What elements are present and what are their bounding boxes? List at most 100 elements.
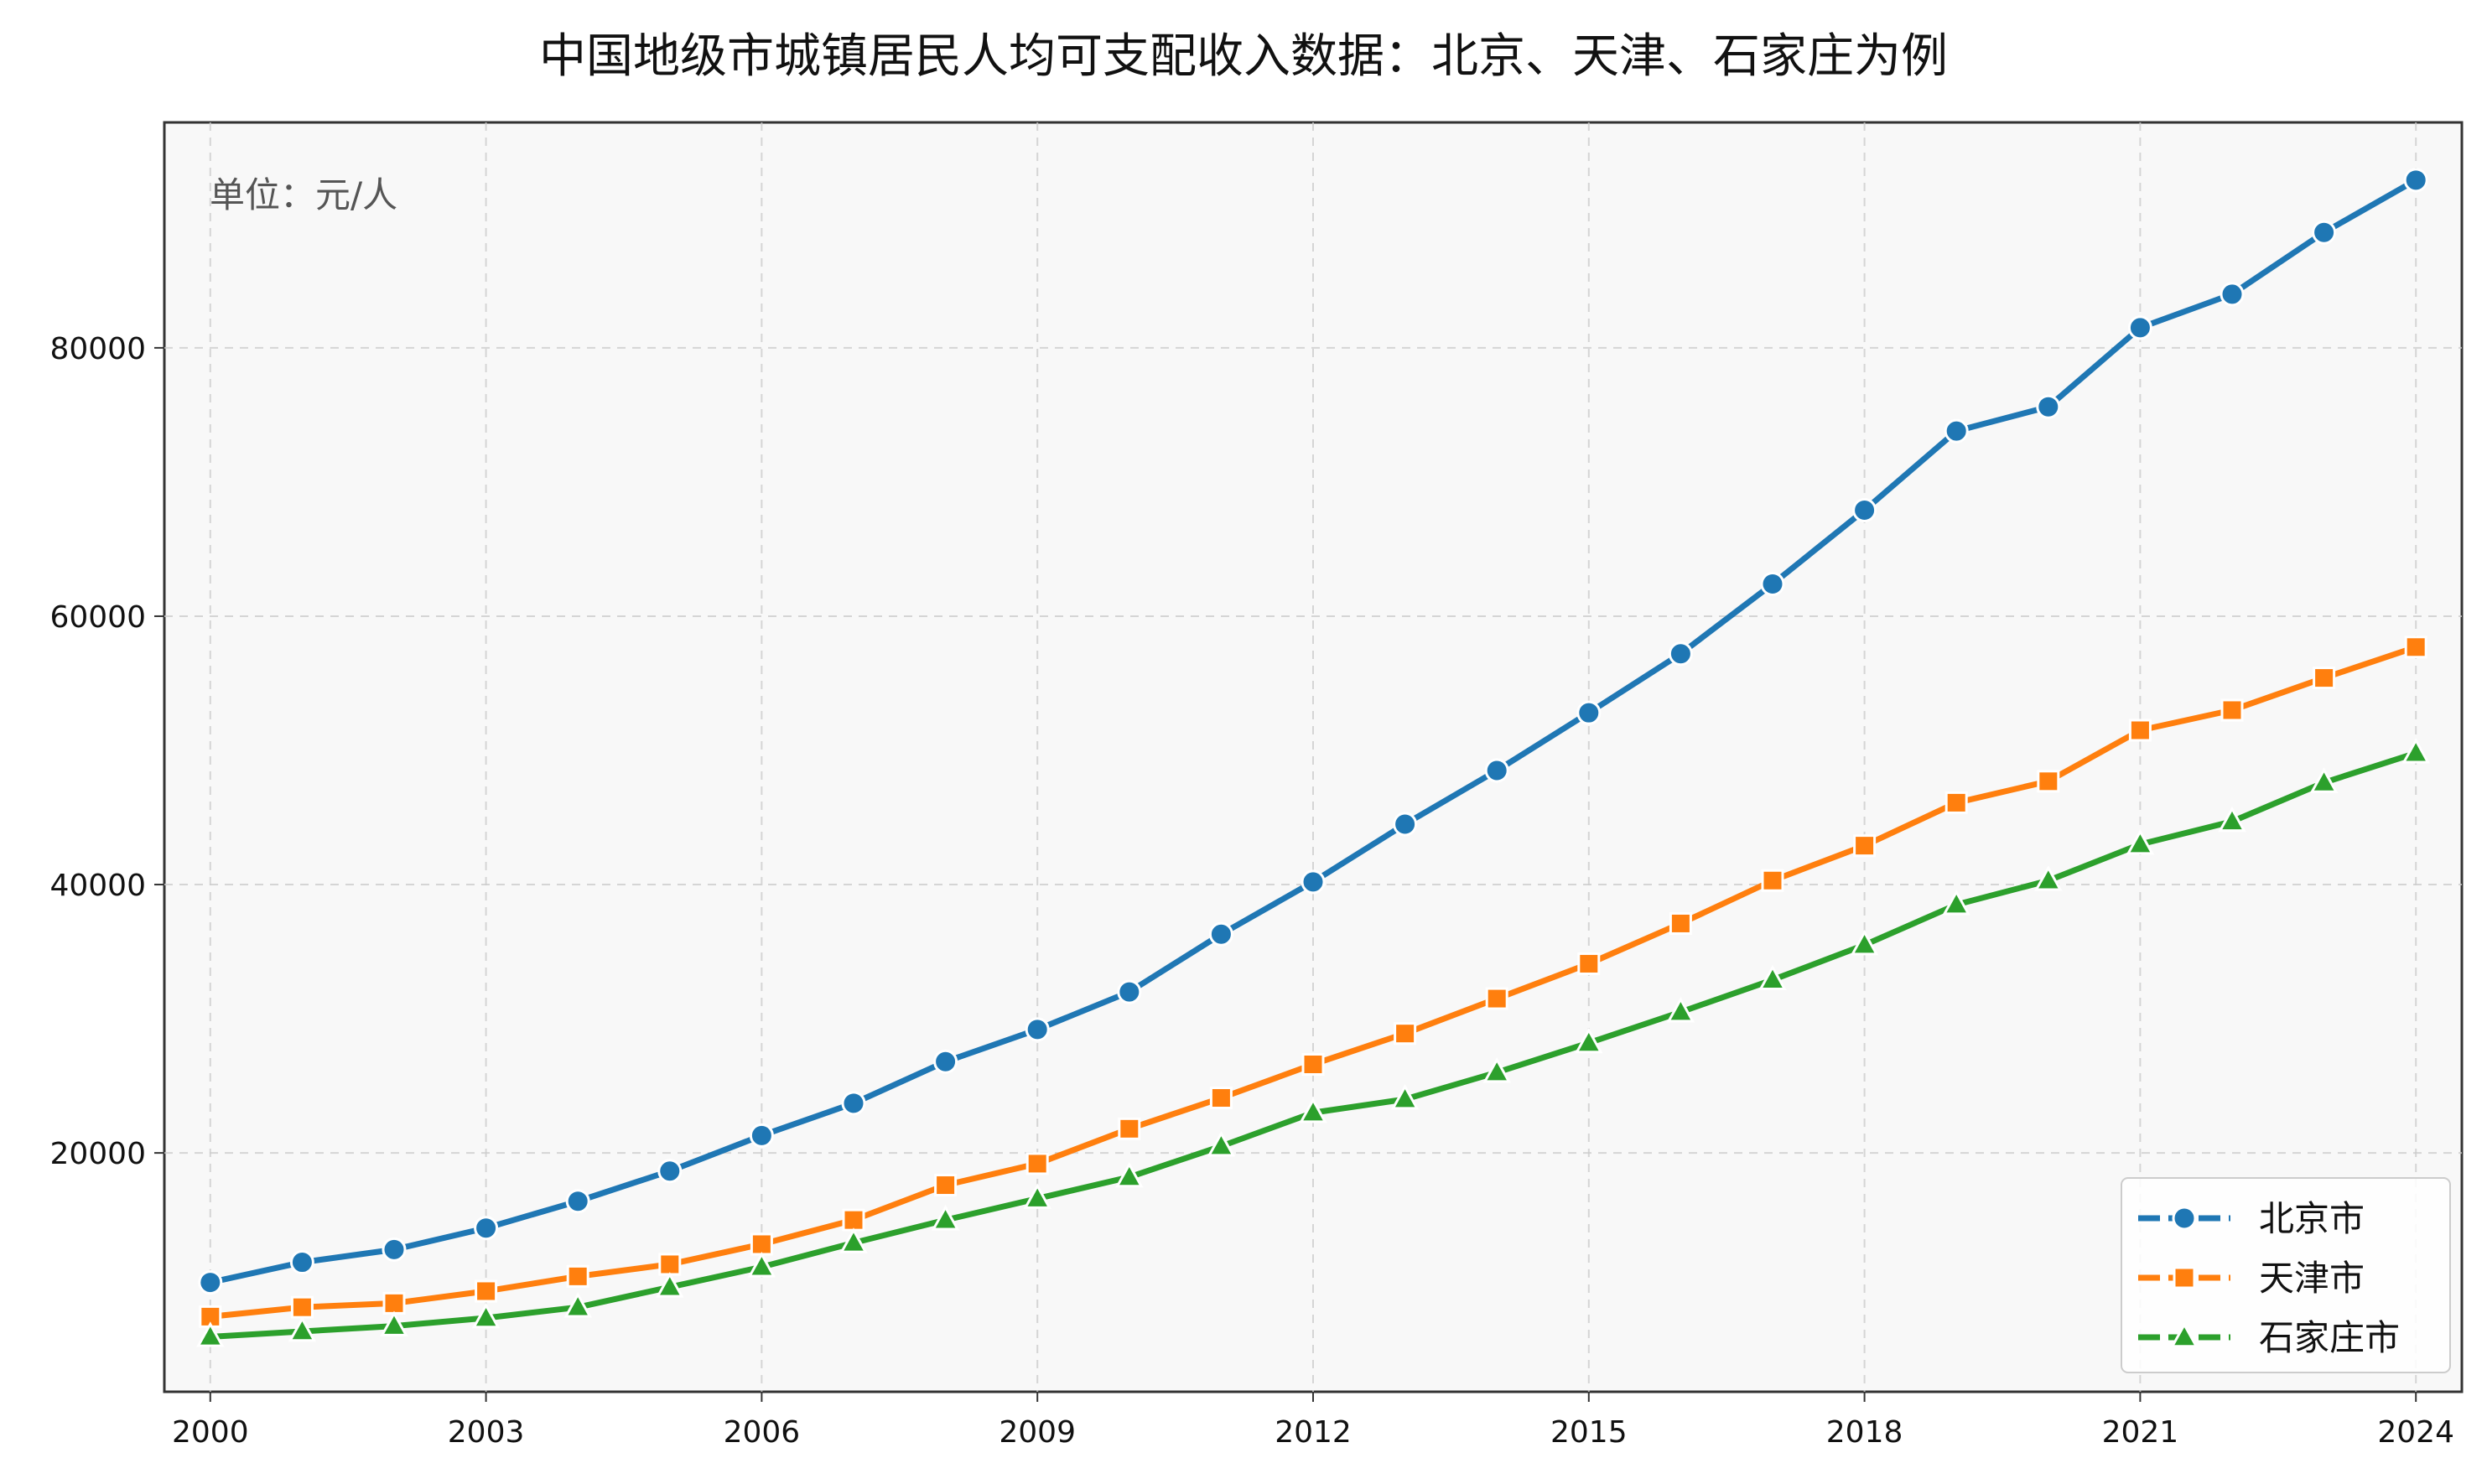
- series-2-point: [1944, 791, 1968, 814]
- series-3-point: [1115, 1161, 1144, 1188]
- series-3-point: [380, 1310, 408, 1336]
- series-3-point: [2401, 738, 2430, 764]
- x-tick-label: 2015: [1550, 1415, 1628, 1450]
- series-1-point: [382, 1237, 407, 1262]
- series-2-point: [2128, 719, 2152, 742]
- series-2-point: [1301, 1052, 1325, 1076]
- y-tick-label: 80000: [49, 332, 146, 366]
- series-2-point: [1118, 1117, 1141, 1140]
- legend-marker-2: [2173, 1266, 2196, 1289]
- series-3-point: [288, 1315, 317, 1342]
- series-2-point: [2220, 698, 2244, 722]
- series-3-point: [1850, 929, 1879, 956]
- x-tick-label: 2009: [999, 1415, 1076, 1450]
- series-3-point: [839, 1227, 868, 1253]
- series-1-point: [2403, 168, 2428, 193]
- series-1-point: [1393, 812, 1418, 837]
- x-tick-label: 2003: [448, 1415, 525, 1450]
- legend-label-3: 石家庄市: [2259, 1317, 2400, 1358]
- series-1-point: [1117, 979, 1142, 1004]
- series-1-point: [289, 1250, 314, 1275]
- x-tick-label: 2000: [172, 1415, 249, 1450]
- series-2-point: [566, 1264, 589, 1288]
- series-2-point: [2037, 770, 2060, 793]
- series-3-point: [1390, 1084, 1420, 1110]
- series-3-point: [747, 1252, 776, 1278]
- axis-ticks: 2000 2003 2006 2009 2012 2015 2018 2021 2024 2000…: [49, 332, 2454, 1450]
- series-2-point: [842, 1208, 865, 1232]
- series-1-point: [841, 1091, 866, 1116]
- series-2-point: [750, 1232, 773, 1256]
- series-3-point: [1758, 964, 1787, 990]
- series-1-point: [1944, 418, 1969, 444]
- series-1-point: [1208, 921, 1233, 947]
- legend-marker-3: [2170, 1321, 2199, 1348]
- series-2-point: [1853, 834, 1877, 858]
- series-1-point: [198, 1270, 223, 1295]
- series-1-point: [1760, 572, 1785, 597]
- series-2-point: [382, 1291, 406, 1315]
- data-series: [196, 168, 2430, 1347]
- series-1-point: [2127, 315, 2152, 340]
- series-2-point: [658, 1253, 682, 1276]
- series-2-point: [290, 1295, 314, 1319]
- series-1-point: [474, 1216, 499, 1241]
- series-1-point: [2036, 394, 2061, 419]
- legend-marker-1: [2172, 1206, 2197, 1231]
- series-3-point: [1482, 1056, 1511, 1083]
- series-3-point: [471, 1302, 501, 1329]
- x-tick-label: 2021: [2102, 1415, 2179, 1450]
- series-1-point: [1025, 1017, 1050, 1042]
- series-1-point: [1301, 869, 1326, 895]
- series-2-point: [1669, 911, 1692, 935]
- series-3-point: [1575, 1027, 1603, 1054]
- series-3-point: [1666, 996, 1695, 1023]
- x-tick-label: 2024: [2377, 1415, 2454, 1450]
- y-tick-label: 60000: [49, 600, 146, 635]
- y-tick-label: 40000: [49, 869, 146, 903]
- series-2-point: [1485, 987, 1508, 1010]
- series-1-point: [2312, 220, 2337, 245]
- series-1-point: [749, 1123, 774, 1148]
- series-3-point: [1207, 1131, 1236, 1157]
- x-tick-label: 2006: [724, 1415, 801, 1450]
- series-2-point: [1394, 1022, 1417, 1046]
- series-3-point: [196, 1321, 225, 1347]
- series-1-point: [1484, 758, 1509, 783]
- series-1-point: [1852, 498, 1877, 523]
- series-3-point: [931, 1205, 960, 1231]
- series-1-point: [657, 1159, 683, 1184]
- x-tick-label: 2012: [1275, 1415, 1352, 1450]
- series-3-point: [563, 1292, 592, 1318]
- series-2-point: [475, 1279, 498, 1303]
- series-3-point: [2034, 865, 2063, 891]
- series-1-point: [565, 1189, 590, 1214]
- series-3-point: [656, 1272, 684, 1298]
- series-1-point: [2220, 282, 2245, 307]
- series-3-point: [2218, 806, 2246, 833]
- series-3-point: [1942, 889, 1970, 916]
- y-tick-label: 20000: [49, 1137, 146, 1171]
- legend-box: [2121, 1177, 2451, 1373]
- series-3-point: [1023, 1183, 1051, 1209]
- unit-annotation: 单位：元/人: [210, 174, 397, 215]
- series-3-point: [2126, 828, 2155, 855]
- series-3-point: [1299, 1097, 1327, 1123]
- series-2-point: [2313, 667, 2336, 690]
- series-1-point: [1668, 641, 1693, 667]
- series-3-point: [2309, 767, 2339, 793]
- series-1-point: [933, 1049, 958, 1074]
- legend-label-2: 天津市: [2259, 1258, 2365, 1299]
- series-2-point: [1577, 952, 1601, 975]
- series-2-point: [934, 1174, 958, 1197]
- x-tick-label: 2018: [1826, 1415, 1903, 1450]
- legend-label-1: 北京市: [2259, 1198, 2365, 1239]
- chart-title: 中国地级市城镇居民人均可支配收入数据：北京、天津、石家庄为例: [539, 29, 1948, 84]
- series-2-point: [1209, 1087, 1233, 1110]
- series-1-point: [1576, 700, 1602, 725]
- series-2-point: [1761, 869, 1784, 892]
- series-2-point: [1025, 1152, 1049, 1175]
- series-2-point: [2404, 636, 2427, 659]
